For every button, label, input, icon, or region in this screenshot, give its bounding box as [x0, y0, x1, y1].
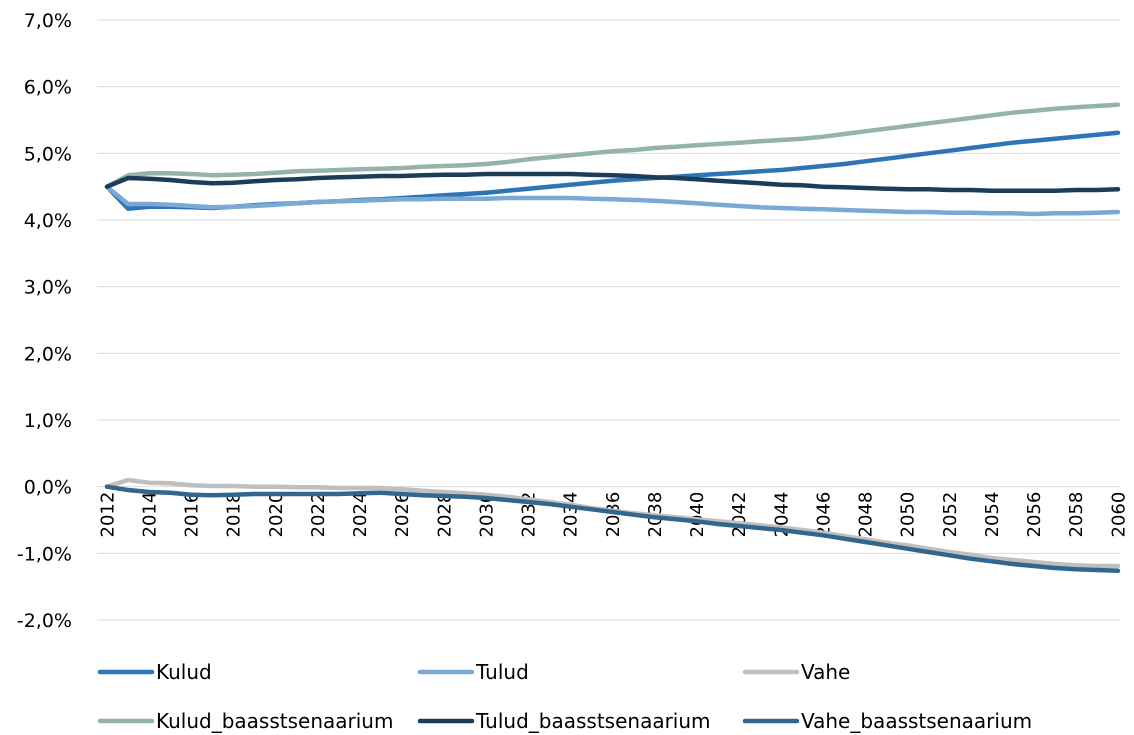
x-tick-label: 2020: [266, 492, 287, 538]
x-axis-tick-labels: 2012 2014 2016 2018 2020 2022 2024 2026 2028 2030…: [97, 492, 1129, 538]
legend-label: Tulud_baasstsenaarium: [475, 709, 711, 733]
x-tick-label: 2028: [434, 492, 455, 538]
x-tick-label: 2052: [940, 492, 961, 538]
series-line-tulud: [104, 184, 1121, 217]
y-tick-label: 2,0%: [24, 343, 72, 365]
y-tick-label: 4,0%: [24, 210, 72, 232]
legend: Kulud Tulud Vahe Kulud_baasstsenaarium Tulud…: [97, 660, 1032, 733]
x-tick-label: 2042: [729, 492, 750, 538]
legend-label: Tulud: [475, 660, 529, 684]
x-tick-label: 2034: [561, 492, 582, 538]
y-tick-label: -1,0%: [17, 543, 72, 565]
x-tick-label: 2056: [1024, 492, 1045, 538]
x-tick-label: 2046: [813, 492, 834, 538]
legend-item: Tulud_baasstsenaarium: [417, 709, 711, 733]
series-line-vahe-baasstsenaarium: [104, 484, 1121, 573]
x-tick-label: 2022: [308, 492, 329, 538]
legend-label: Kulud_baasstsenaarium: [156, 709, 393, 733]
x-tick-label: 2026: [392, 492, 413, 538]
legend-item: Vahe_baasstsenaarium: [742, 709, 1032, 733]
series-line-tulud-baasstsenaarium: [104, 171, 1121, 193]
x-tick-label: 2030: [476, 492, 497, 538]
x-tick-label: 2048: [856, 492, 877, 538]
y-tick-label: -2,0%: [17, 610, 72, 632]
y-tick-label: 5,0%: [24, 143, 72, 165]
legend-label: Vahe: [801, 660, 850, 684]
x-tick-label: 2058: [1066, 492, 1087, 538]
legend-item: Vahe: [742, 660, 850, 684]
series-lines: [104, 102, 1121, 573]
x-tick-label: 2014: [139, 492, 160, 538]
series-line-kulud-baasstsenaarium: [104, 102, 1121, 189]
y-tick-label: 6,0%: [24, 77, 72, 99]
legend-label: Vahe_baasstsenaarium: [801, 709, 1032, 733]
y-tick-label: 1,0%: [24, 410, 72, 432]
legend-item: Kulud_baasstsenaarium: [97, 709, 393, 733]
x-tick-label: 2054: [982, 492, 1003, 538]
x-tick-label: 2018: [224, 492, 245, 538]
legend-item: Tulud: [417, 660, 529, 684]
x-tick-label: 2050: [898, 492, 919, 538]
x-tick-label: 2040: [687, 492, 708, 538]
y-tick-label: 7,0%: [24, 10, 72, 32]
x-tick-label: 2060: [1108, 492, 1129, 538]
x-tick-label: 2036: [603, 492, 624, 538]
x-tick-label: 2012: [97, 492, 118, 538]
y-axis-tick-labels: -2,0% -1,0% 0,0% 1,0% 2,0% 3,0% 4,0% 5,0% 6,0% 7,…: [17, 10, 72, 632]
y-tick-label: 3,0%: [24, 277, 72, 299]
y-tick-label: 0,0%: [24, 477, 72, 499]
legend-label: Kulud: [156, 660, 212, 684]
x-tick-label: 2016: [182, 492, 203, 538]
x-tick-label: 2024: [350, 492, 371, 538]
legend-item: Kulud: [97, 660, 212, 684]
